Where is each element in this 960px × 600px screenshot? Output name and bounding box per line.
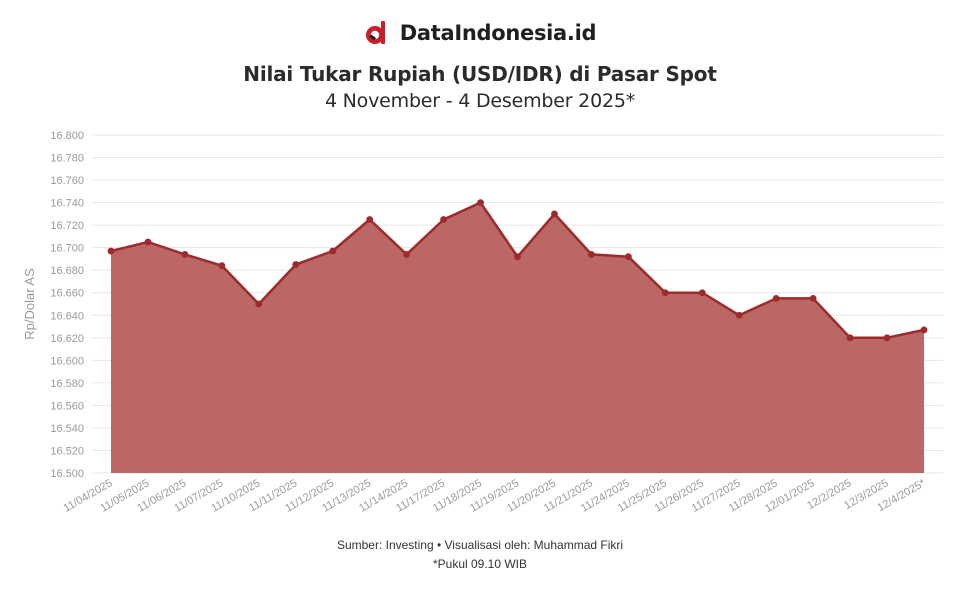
chart-title: Nilai Tukar Rupiah (USD/IDR) di Pasar Sp…: [243, 62, 717, 86]
brand-name: DataIndonesia.id: [399, 21, 597, 45]
data-point[interactable]: [809, 294, 817, 302]
data-point[interactable]: [846, 334, 854, 342]
data-point[interactable]: [698, 289, 706, 297]
data-point[interactable]: [440, 216, 447, 223]
data-point[interactable]: [551, 210, 558, 218]
y-tick-label: 16.760: [50, 175, 84, 187]
y-tick-label: 16.560: [50, 400, 84, 412]
line-area-chart: 16.500 16.520 16.540 16.560 16.580 16.600 16.6…: [22, 130, 943, 515]
y-axis-label: Rp/Dolar AS: [22, 268, 37, 340]
data-point[interactable]: [661, 289, 669, 297]
y-tick-label: 16.540: [50, 423, 84, 435]
y-tick-label: 16.520: [50, 445, 84, 457]
area-fill: [111, 202, 924, 473]
brand-header: DataIndonesia.id: [0, 20, 960, 46]
data-point[interactable]: [514, 253, 521, 261]
data-point[interactable]: [107, 247, 115, 255]
data-point[interactable]: [920, 326, 928, 334]
y-tick-label: 16.800: [50, 130, 84, 142]
x-axis-ticks: 11/04/202511/05/202511/06/202511/07/2025…: [62, 477, 929, 515]
data-point[interactable]: [144, 238, 152, 246]
y-tick-label: 16.740: [50, 198, 84, 210]
data-point[interactable]: [366, 216, 374, 223]
data-point[interactable]: [624, 253, 632, 261]
data-point[interactable]: [772, 294, 780, 302]
y-tick-label: 16.600: [50, 355, 84, 367]
data-point[interactable]: [403, 251, 411, 258]
y-axis-ticks: 16.500 16.520 16.540 16.560 16.580 16.600 16.6…: [50, 130, 84, 480]
y-tick-label: 16.680: [50, 265, 84, 277]
y-tick-label: 16.500: [50, 468, 84, 480]
data-point[interactable]: [255, 300, 263, 308]
datainddonesia-logo-icon: [365, 21, 385, 44]
source-credit: Sumber: Investing • Visualisasi oleh: Mu…: [336, 538, 624, 552]
footnote: *Pukul 09.10 WIB: [432, 557, 528, 571]
data-point[interactable]: [181, 251, 189, 258]
y-tick-label: 16.780: [50, 153, 84, 165]
data-point[interactable]: [292, 261, 300, 268]
data-point[interactable]: [883, 334, 891, 342]
y-tick-label: 16.640: [50, 310, 84, 322]
data-point[interactable]: [735, 311, 743, 319]
y-tick-label: 16.620: [50, 333, 84, 345]
y-tick-label: 16.700: [50, 243, 84, 255]
data-point[interactable]: [329, 247, 337, 255]
y-tick-label: 16.660: [50, 288, 84, 300]
chart-subtitle: 4 November - 4 Desember 2025*: [324, 90, 636, 112]
data-point[interactable]: [477, 199, 484, 207]
data-point[interactable]: [588, 251, 595, 258]
data-point[interactable]: [218, 262, 226, 270]
data-points: [107, 199, 928, 342]
y-tick-label: 16.580: [50, 378, 84, 390]
y-tick-label: 16.720: [50, 220, 84, 232]
